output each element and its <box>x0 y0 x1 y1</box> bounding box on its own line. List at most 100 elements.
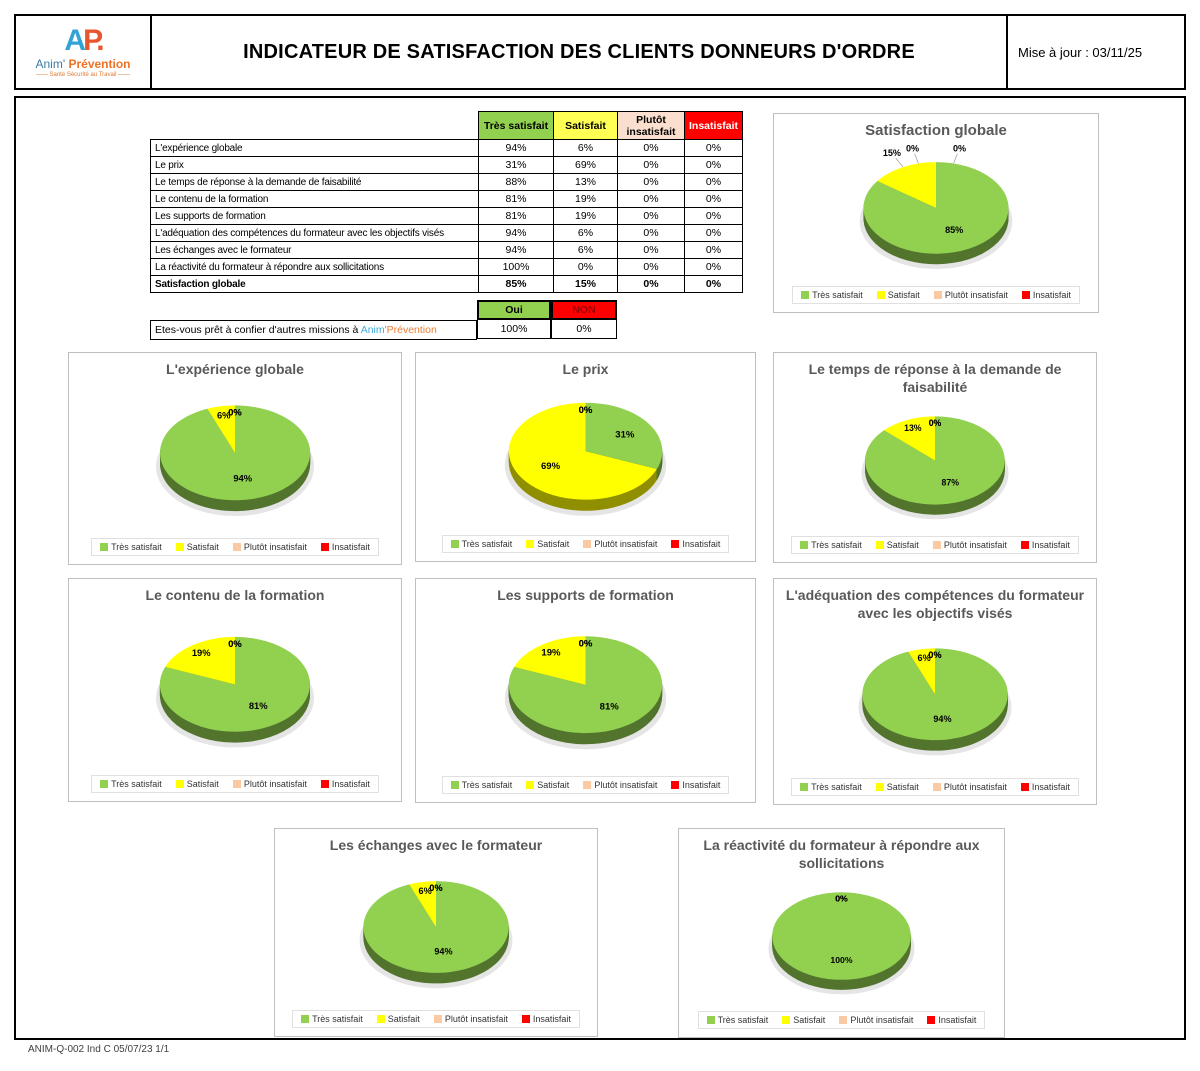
legend-item: Satisfait <box>876 290 920 300</box>
table-value: 0% <box>617 190 685 208</box>
svg-text:100%: 100% <box>830 955 852 965</box>
legend-swatch <box>932 541 941 549</box>
svg-text:0%: 0% <box>228 407 242 417</box>
page-title: INDICATEUR DE SATISFACTION DES CLIENTS D… <box>243 40 915 63</box>
table-value: 0% <box>617 139 685 157</box>
svg-text:94%: 94% <box>233 473 252 483</box>
title-cell: INDICATEUR DE SATISFACTION DES CLIENTS D… <box>152 16 1008 88</box>
legend-item: Plutôt insatisfait <box>933 290 1008 300</box>
svg-text:0%: 0% <box>953 143 966 153</box>
header: AP. Anim' Prévention —— Santé Sécurité a… <box>14 14 1186 90</box>
logo-name-orange: Prévention <box>68 57 131 71</box>
legend-swatch <box>175 543 184 551</box>
table-row: La réactivité du formateur à répondre au… <box>150 258 744 276</box>
legend-label: Satisfait <box>886 540 919 550</box>
legend-item: Satisfait <box>175 542 219 552</box>
svg-text:6%: 6% <box>419 885 432 895</box>
legend-swatch <box>839 1016 848 1024</box>
legend-swatch <box>671 540 680 548</box>
svg-text:0%: 0% <box>579 405 593 416</box>
legend-item: Très satisfait <box>800 782 862 792</box>
table-value: 85% <box>478 275 554 293</box>
legend-label: Plutôt insatisfait <box>943 782 1007 792</box>
table-value: 0% <box>683 156 744 174</box>
legend-swatch <box>521 1015 530 1023</box>
pie: 87% 13% 0% 0% <box>782 398 1088 534</box>
legend-swatch <box>671 781 680 789</box>
legend-swatch <box>932 783 941 791</box>
table-row: Les supports de formation 81% 19% 0% 0% <box>150 207 744 225</box>
legend-item: Plutôt insatisfait <box>932 540 1007 550</box>
svg-text:0%: 0% <box>228 407 242 417</box>
legend-swatch <box>320 780 329 788</box>
row-label: Le contenu de la formation <box>150 190 479 208</box>
svg-text:0%: 0% <box>906 143 919 153</box>
svg-text:31%: 31% <box>615 429 635 440</box>
column-header: Insatisfait <box>683 111 744 140</box>
svg-text:0%: 0% <box>835 894 848 904</box>
document-reference: ANIM-Q-002 Ind C 05/07/23 1/1 <box>28 1044 170 1055</box>
chart-title: Les échanges avec le formateur <box>329 837 543 853</box>
legend-label: Plutôt insatisfait <box>944 290 1008 300</box>
legend-item: Satisfait <box>782 1015 825 1025</box>
legend-item: Satisfait <box>875 540 919 550</box>
svg-text:0%: 0% <box>228 638 242 648</box>
chart-legend: Très satisfait Satisfait Plutôt insatisfai… <box>791 536 1079 554</box>
table-value: 0% <box>617 207 685 225</box>
row-label: Le prix <box>150 156 479 174</box>
legend-item: Plutôt insatisfait <box>232 542 307 552</box>
legend-label: Plutôt insatisfait <box>594 539 658 549</box>
svg-text:81%: 81% <box>249 700 268 710</box>
column-header-oui: Oui <box>477 300 551 320</box>
row-label: Les supports de formation <box>150 207 479 225</box>
table-value: 0% <box>683 207 744 225</box>
svg-text:0%: 0% <box>928 650 941 660</box>
column-header: Plutôt insatisfait <box>617 111 685 140</box>
logo-tagline: —— Santé Sécurité au Travail —— <box>35 72 131 78</box>
svg-text:0%: 0% <box>429 882 442 892</box>
table-row: Les échanges avec le formateur 94% 6% 0% 0% <box>150 241 744 259</box>
table-value: 0% <box>617 224 685 242</box>
legend-label: Satisfait <box>186 542 219 552</box>
chart-title: L'expérience globale <box>166 361 304 377</box>
row-label: L'expérience globale <box>150 139 479 157</box>
legend-item: Satisfait <box>175 779 219 789</box>
svg-text:13%: 13% <box>904 423 922 433</box>
legend-label: Satisfait <box>793 1015 826 1025</box>
svg-text:81%: 81% <box>600 701 620 712</box>
legend-swatch <box>583 540 592 548</box>
legend-swatch <box>875 783 884 791</box>
table-value: 0% <box>683 224 744 242</box>
legend-item: Plutôt insatisfait <box>839 1015 913 1025</box>
legend-swatch <box>376 1015 385 1023</box>
pie: 81% 19% 0% 0% <box>424 607 747 775</box>
chart-legend: Très satisfait Satisfait Plutôt insatisfai… <box>292 1010 580 1028</box>
table-header-row: Très satisfait Satisfait Plutôt insatisfai… <box>151 111 744 140</box>
chart-legend: Très satisfait Satisfait Plutôt insatisfai… <box>792 286 1080 304</box>
chart-legend: Très satisfait Satisfait Plutôt insatisfai… <box>91 538 379 556</box>
svg-text:0%: 0% <box>835 894 848 904</box>
pie: 31% 69% 0% 0% <box>424 381 747 534</box>
legend-item: Insatisfait <box>521 1014 571 1024</box>
chart-adequation-competences: L'adéquation des compétences du formateu… <box>773 578 1097 805</box>
svg-text:69%: 69% <box>541 461 561 472</box>
svg-text:0%: 0% <box>928 650 941 660</box>
table-value: 94% <box>478 241 554 259</box>
chart-echanges-formateur: Les échanges avec le formateur 94% 6% 0% 0% T… <box>274 828 598 1037</box>
svg-text:0%: 0% <box>835 894 848 904</box>
legend-swatch <box>801 291 810 299</box>
question-text: Etes-vous prêt à confier d'autres missio… <box>155 324 361 336</box>
chart-supports-formation: Les supports de formation 81% 19% 0% 0% Très … <box>415 578 756 803</box>
legend-label: Insatisfait <box>682 539 721 549</box>
svg-text:0%: 0% <box>429 882 442 892</box>
legend-item: Très satisfait <box>100 542 162 552</box>
update-date: Mise à jour : 03/11/25 <box>1018 44 1143 60</box>
chart-legend: Très satisfait Satisfait Plutôt insatisfai… <box>791 778 1079 796</box>
table-value: 13% <box>553 173 618 191</box>
chart-reactivite-formateur: La réactivité du formateur à répondre au… <box>678 828 1005 1038</box>
question-value-oui: 100% <box>477 320 551 339</box>
table-value: 6% <box>553 139 618 157</box>
svg-text:85%: 85% <box>945 225 963 235</box>
legend-swatch <box>301 1015 310 1023</box>
table-value: 0% <box>617 258 685 276</box>
